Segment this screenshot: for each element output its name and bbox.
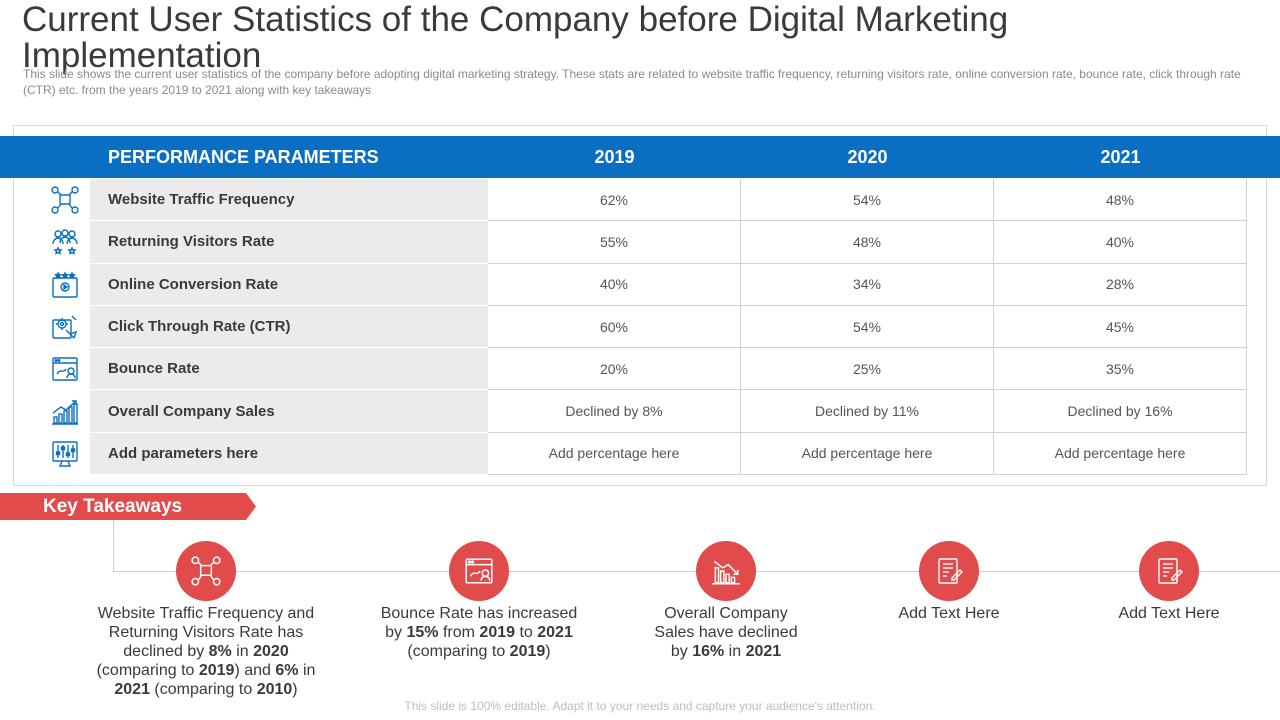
- value-2021: Declined by 16%: [994, 390, 1247, 433]
- value-2020: Declined by 11%: [741, 390, 994, 433]
- value-2021: 35%: [994, 348, 1247, 391]
- value-2019: 20%: [488, 348, 741, 391]
- table-frame: [13, 125, 1267, 486]
- value-2021: 28%: [994, 263, 1247, 306]
- document-edit-icon: [919, 541, 979, 601]
- network-icon: [176, 541, 236, 601]
- document-edit-icon: [1139, 541, 1199, 601]
- takeaway-text: Add Text Here: [898, 605, 1000, 622]
- value-2021: Add percentage here: [994, 432, 1247, 476]
- param-label: Online Conversion Rate: [90, 263, 488, 306]
- table-row: Bounce Rate 20% 25% 35%: [0, 348, 1280, 391]
- takeaway-item: Overall Company Sales have declined by 1…: [606, 540, 846, 661]
- browser-user-icon: [449, 541, 509, 601]
- table-row: Overall Company Sales Declined by 8% Dec…: [0, 390, 1280, 433]
- table-row: Online Conversion Rate 40% 34% 28%: [0, 263, 1280, 306]
- table-row: Click Through Rate (CTR) 60% 54% 45%: [0, 305, 1280, 349]
- value-2020: 25%: [741, 348, 994, 391]
- table-row: Add parameters here Add percentage here …: [0, 432, 1280, 476]
- header-2020: 2020: [847, 147, 888, 167]
- takeaway-item: Bounce Rate has increased by 15% from 20…: [359, 540, 599, 661]
- takeaway-item: Website Traffic Frequency and Returning …: [86, 540, 326, 699]
- takeaway-text: Website Traffic Frequency and Returning …: [96, 605, 316, 698]
- value-2021: 45%: [994, 305, 1247, 349]
- value-2020: 48%: [741, 221, 994, 264]
- table-row: Returning Visitors Rate 55% 48% 40%: [0, 221, 1280, 264]
- value-2021: 48%: [994, 179, 1247, 222]
- table-header: PERFORMANCE PARAMETERS 2019 2020 2021: [0, 136, 1280, 178]
- connector-line: [113, 520, 114, 572]
- users-stars-icon: [40, 221, 90, 263]
- header-2021: 2021: [1100, 147, 1141, 167]
- value-2021: 40%: [994, 221, 1247, 264]
- sliders-monitor-icon: [40, 433, 90, 475]
- header-parameters: PERFORMANCE PARAMETERS: [108, 147, 379, 167]
- table-row: Website Traffic Frequency 62% 54% 48%: [0, 179, 1280, 222]
- value-2020: Add percentage here: [741, 432, 994, 476]
- value-2020: 54%: [741, 305, 994, 349]
- value-2020: 34%: [741, 263, 994, 306]
- takeaway-text: Add Text Here: [1118, 605, 1220, 622]
- table-body: Website Traffic Frequency 62% 54% 48% Re…: [0, 179, 1280, 476]
- value-2019: 55%: [488, 221, 741, 264]
- param-label: Bounce Rate: [90, 348, 488, 391]
- param-label: Click Through Rate (CTR): [90, 305, 488, 349]
- value-2019: 62%: [488, 179, 741, 222]
- growth-chart-icon: [40, 390, 90, 432]
- takeaway-item: Add Text Here: [1049, 540, 1280, 623]
- takeaway-text: Bounce Rate has increased by 15% from 20…: [380, 605, 578, 660]
- key-takeaways-banner: Key Takeaways: [0, 493, 256, 520]
- value-2019: Declined by 8%: [488, 390, 741, 433]
- param-label: Website Traffic Frequency: [90, 179, 488, 222]
- takeaway-item: Add Text Here: [829, 540, 1069, 623]
- video-rating-icon: [40, 264, 90, 306]
- slide-title: Current User Statistics of the Company b…: [22, 0, 1009, 75]
- value-2019: 60%: [488, 305, 741, 349]
- param-label: Add parameters here: [90, 432, 488, 476]
- gear-click-icon: [40, 306, 90, 348]
- footer-note: This slide is 100% editable. Adapt it to…: [404, 699, 876, 713]
- value-2019: Add percentage here: [488, 432, 741, 476]
- network-icon: [40, 179, 90, 221]
- param-label: Overall Company Sales: [90, 390, 488, 433]
- param-label: Returning Visitors Rate: [90, 221, 488, 264]
- slide-subtitle: This slide shows the current user statis…: [23, 67, 1241, 97]
- header-2019: 2019: [594, 147, 635, 167]
- sales-decline-icon: [696, 541, 756, 601]
- browser-user-icon: [40, 348, 90, 390]
- value-2020: 54%: [741, 179, 994, 222]
- takeaway-text: Overall Company Sales have declined by 1…: [654, 605, 798, 660]
- value-2019: 40%: [488, 263, 741, 306]
